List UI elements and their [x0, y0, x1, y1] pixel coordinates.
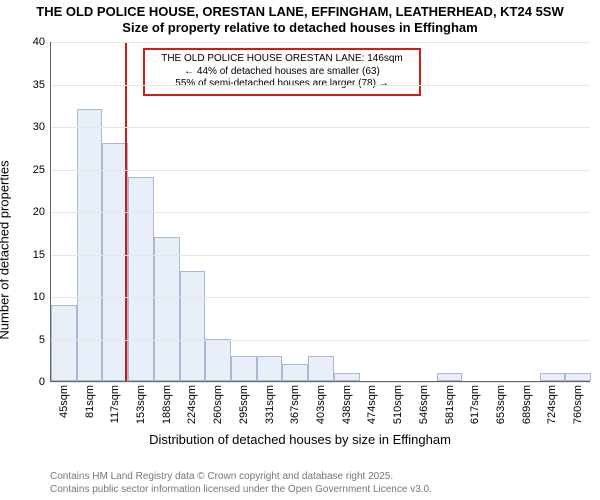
plot-area: THE OLD POLICE HOUSE ORESTAN LANE: 146sq… — [50, 42, 590, 382]
histogram-bar — [282, 364, 308, 381]
x-tick-label: 546sqm — [418, 385, 430, 424]
x-tick-label: 653sqm — [495, 385, 507, 424]
histogram-bar — [154, 237, 180, 382]
x-tick-label: 724sqm — [546, 385, 558, 424]
y-tick-label: 25 — [33, 164, 51, 176]
x-tick-label: 760sqm — [572, 385, 584, 424]
histogram-bar — [205, 339, 231, 382]
histogram-bar — [231, 356, 257, 382]
y-gridline — [51, 382, 590, 383]
y-tick-label: 5 — [39, 334, 51, 346]
y-gridline — [51, 212, 590, 213]
x-tick-label: 331sqm — [264, 385, 276, 424]
y-gridline — [51, 255, 590, 256]
x-tick-label: 117sqm — [109, 385, 121, 423]
x-tick-label: 153sqm — [135, 385, 147, 424]
histogram-bar — [334, 373, 360, 382]
y-gridline — [51, 297, 590, 298]
y-tick-label: 35 — [33, 79, 51, 91]
y-tick-label: 0 — [39, 376, 51, 388]
y-axis-label: Number of detached properties — [0, 160, 12, 339]
y-gridline — [51, 42, 590, 43]
y-gridline — [51, 127, 590, 128]
x-tick-label: 438sqm — [341, 385, 353, 424]
footer-attribution: Contains HM Land Registry data © Crown c… — [50, 471, 432, 496]
chart-title: THE OLD POLICE HOUSE, ORESTAN LANE, EFFI… — [0, 4, 600, 37]
x-tick-label: 689sqm — [521, 385, 533, 424]
x-axis-label: Distribution of detached houses by size … — [0, 432, 600, 447]
y-gridline — [51, 340, 590, 341]
histogram-bar — [308, 356, 334, 382]
x-tick-label: 81sqm — [84, 385, 96, 418]
x-tick-label: 617sqm — [469, 385, 481, 424]
y-gridline — [51, 85, 590, 86]
histogram-bar — [437, 373, 463, 382]
x-tick-label: 474sqm — [366, 385, 378, 424]
x-tick-label: 224sqm — [186, 385, 198, 424]
annotation-box: THE OLD POLICE HOUSE ORESTAN LANE: 146sq… — [143, 48, 421, 96]
x-tick-label: 295sqm — [238, 385, 250, 424]
footer-line1: Contains HM Land Registry data © Crown c… — [50, 471, 393, 482]
x-tick-label: 581sqm — [444, 385, 456, 424]
histogram-bar — [565, 373, 591, 382]
y-tick-label: 10 — [33, 291, 51, 303]
x-tick-label: 188sqm — [161, 385, 173, 424]
annotation-line2: ← 44% of detached houses are smaller (63… — [184, 66, 380, 77]
annotation-line1: THE OLD POLICE HOUSE ORESTAN LANE: 146sq… — [161, 53, 403, 64]
histogram-bar — [180, 271, 206, 382]
y-tick-label: 15 — [33, 249, 51, 261]
annotation-line3: 55% of semi-detached houses are larger (… — [175, 78, 388, 89]
x-tick-label: 403sqm — [315, 385, 327, 424]
chart-title-line2: Size of property relative to detached ho… — [122, 20, 477, 35]
x-tick-label: 260sqm — [212, 385, 224, 424]
x-tick-label: 510sqm — [392, 385, 404, 424]
x-tick-label: 367sqm — [289, 385, 301, 424]
x-tick-label: 45sqm — [58, 385, 70, 418]
histogram-bar — [51, 305, 77, 382]
y-tick-label: 20 — [33, 206, 51, 218]
histogram-bar — [540, 373, 566, 382]
chart-title-line1: THE OLD POLICE HOUSE, ORESTAN LANE, EFFI… — [36, 4, 564, 19]
y-tick-label: 30 — [33, 121, 51, 133]
histogram-bar — [257, 356, 283, 382]
histogram-bar — [128, 177, 154, 381]
y-tick-label: 40 — [33, 36, 51, 48]
histogram-chart: THE OLD POLICE HOUSE, ORESTAN LANE, EFFI… — [0, 0, 600, 500]
y-gridline — [51, 170, 590, 171]
footer-line2: Contains public sector information licen… — [50, 484, 432, 495]
